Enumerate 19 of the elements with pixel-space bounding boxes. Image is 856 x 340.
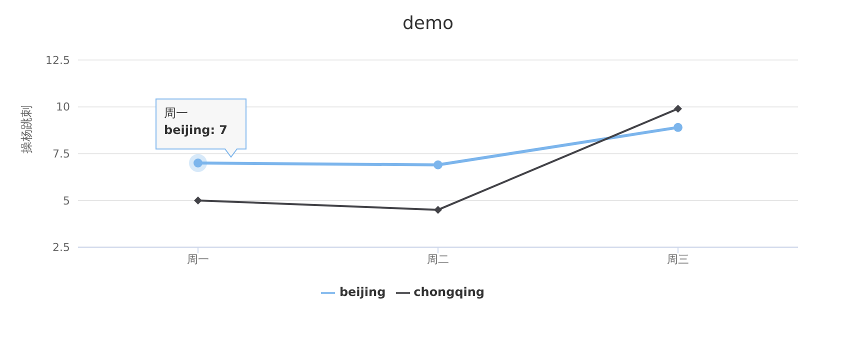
chart-title: demo [401,12,455,36]
y-tick-label: 10 [56,100,70,114]
tooltip-callout: 周一 beijing: 7 [156,98,246,172]
point [674,122,682,132]
x-tick-label: 周一 [187,253,209,266]
legend-label: chongqing [414,285,485,300]
y-tick-label: 2.5 [52,241,70,254]
point [434,206,442,214]
point [434,160,442,170]
x-tick-label: 周二 [427,253,449,266]
legend-label: beijing [339,285,386,300]
y-tick-label: 7.5 [52,148,70,161]
x-tick-label: 周三 [667,253,689,266]
y-axis-title: 操杨跳刺 [19,106,34,154]
point [674,104,682,113]
point [194,196,202,204]
annotation: 周一 beijing: 7 [164,106,228,138]
y-tick-label: 5 [63,194,70,208]
y-tick-label: 12.5 [46,54,70,67]
